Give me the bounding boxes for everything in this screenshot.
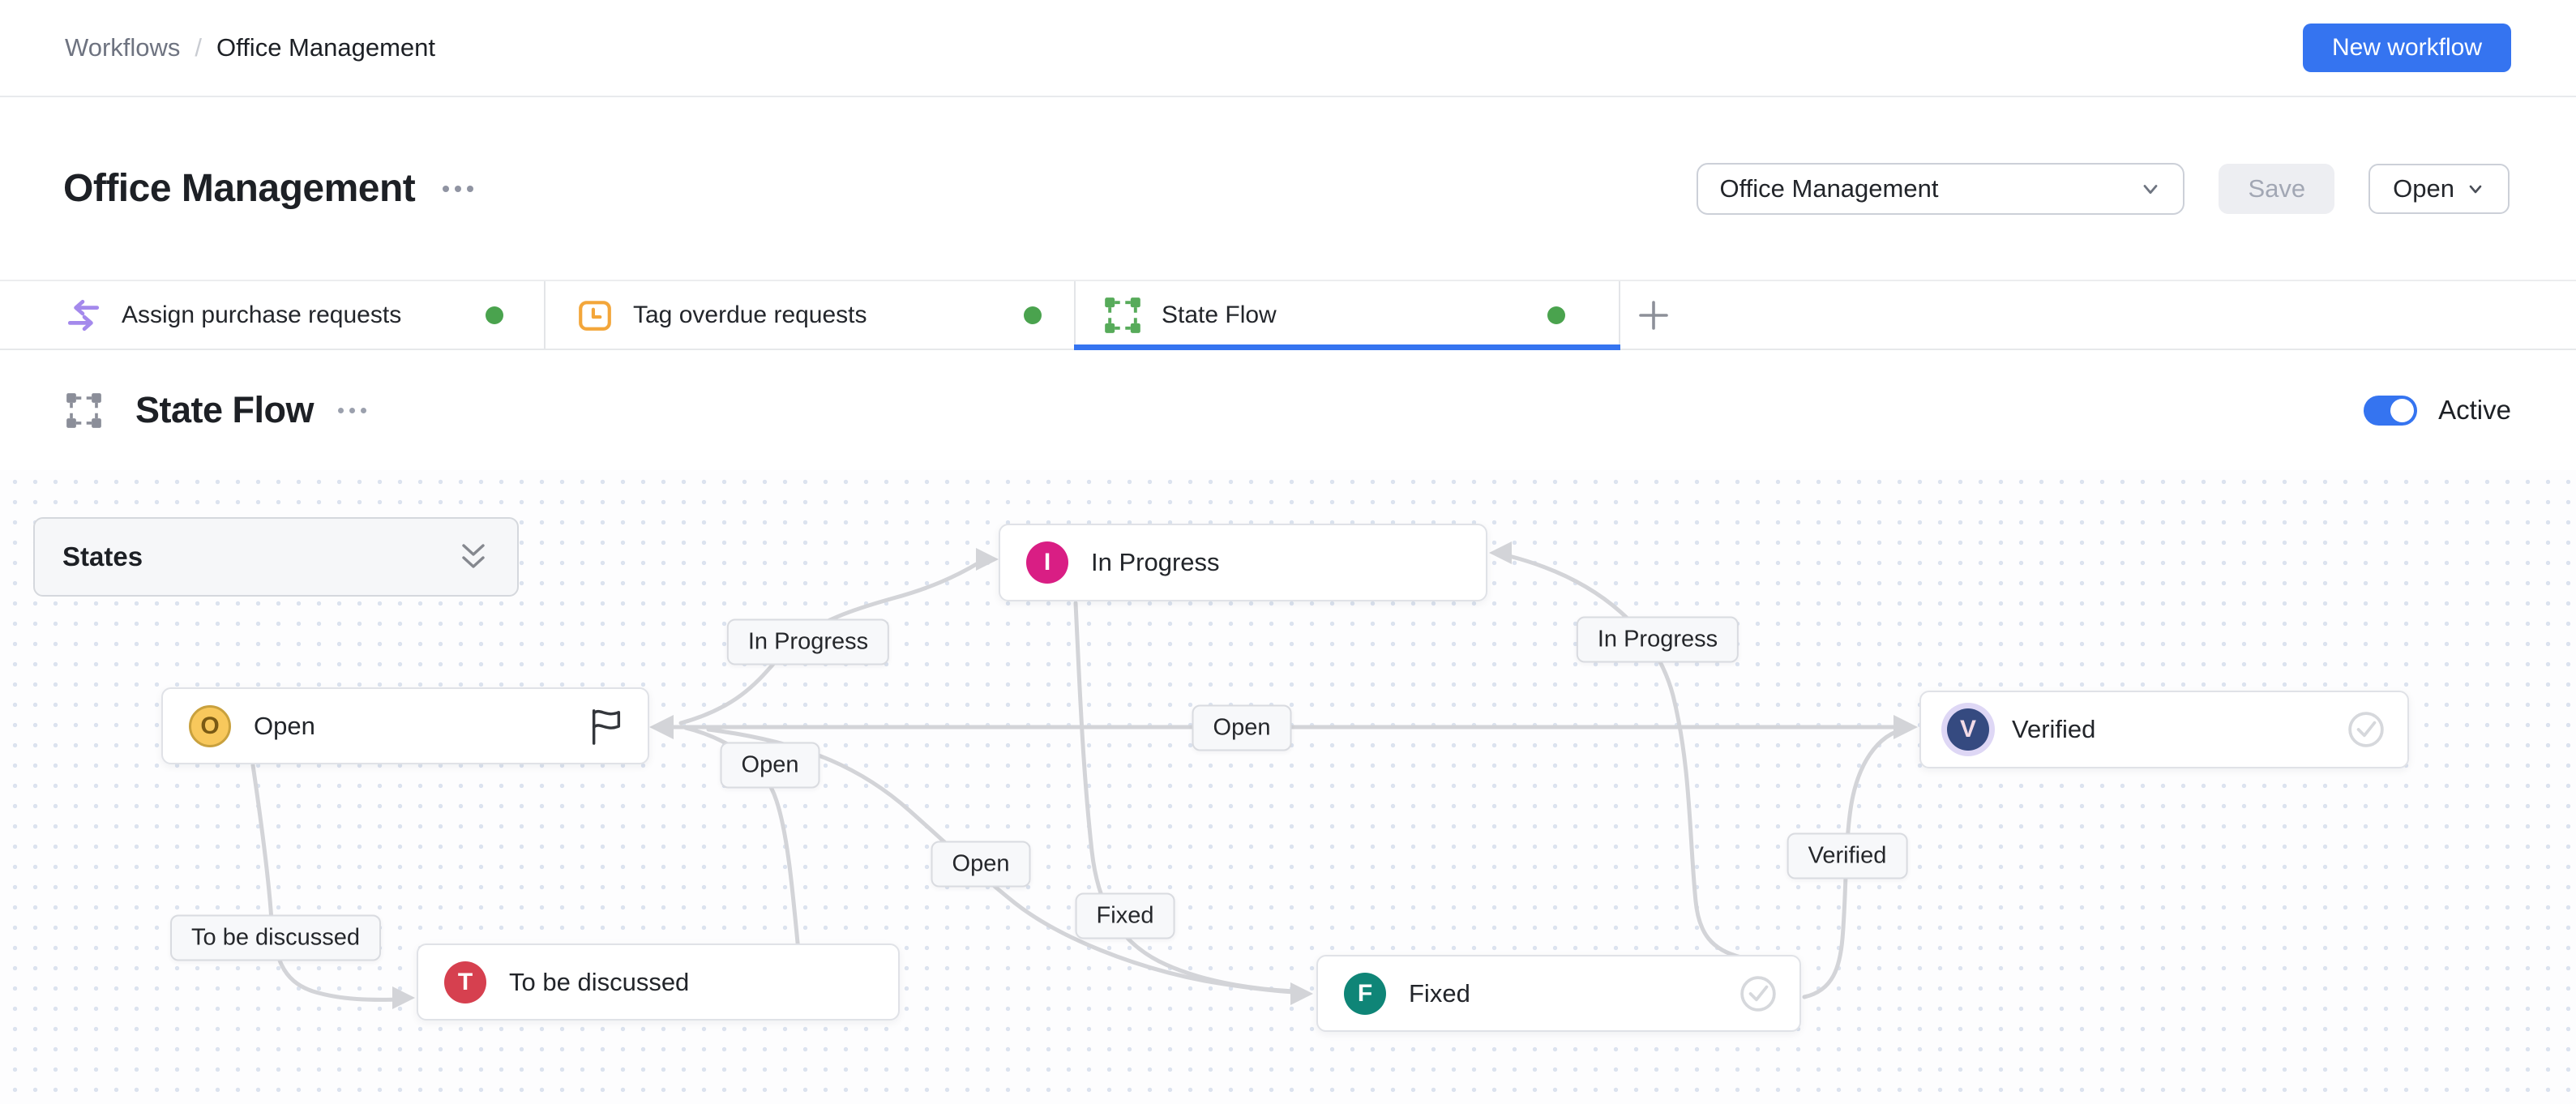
arrowhead-into-open xyxy=(649,715,674,739)
state-color-icon: T xyxy=(444,961,486,1003)
state-color-icon: O xyxy=(189,704,231,747)
open-button-label: Open xyxy=(2393,173,2454,203)
arrowhead-into-to-be-discussed xyxy=(392,986,415,1009)
double-chevron-down-icon xyxy=(462,544,485,568)
save-button[interactable]: Save xyxy=(2219,163,2335,214)
states-panel-label: States xyxy=(62,541,143,571)
transition-label[interactable]: Open xyxy=(931,841,1031,888)
resolved-check-icon xyxy=(2348,712,2384,747)
edge-open-to-to-be-discussed xyxy=(250,763,404,1002)
workflow-title-row: Office Management Office Management Save… xyxy=(0,97,2576,280)
transition-label[interactable]: Verified xyxy=(1787,832,1908,879)
active-toggle-label: Active xyxy=(2438,395,2511,425)
states-panel[interactable]: States xyxy=(33,517,519,597)
breadcrumb-current: Office Management xyxy=(216,33,435,62)
tab-label: Tag overdue requests xyxy=(633,301,867,328)
state-color-icon: I xyxy=(1026,541,1068,584)
project-selector[interactable]: Office Management xyxy=(1697,162,2185,215)
tab-tag-overdue-requests[interactable]: Tag overdue requests xyxy=(546,281,1076,349)
arrowhead-into-fixed xyxy=(1290,982,1313,1005)
tab-state-flow[interactable]: State Flow xyxy=(1074,281,1620,350)
state-node-fixed[interactable]: F Fixed xyxy=(1316,955,1801,1032)
state-node-label: To be discussed xyxy=(509,967,690,996)
state-node-label: Verified xyxy=(2012,715,2096,743)
breadcrumb: Workflows / Office Management xyxy=(65,33,435,62)
breadcrumb-separator: / xyxy=(195,33,203,62)
state-machine-icon xyxy=(1105,297,1140,333)
workflow-menu-button[interactable] xyxy=(443,185,474,192)
state-flow-canvas[interactable]: States I In Progress O Open V Verified T To be … xyxy=(0,470,2576,1104)
rule-tabs: Assign purchase requests Tag overdue req… xyxy=(0,280,2576,350)
state-node-open[interactable]: O Open xyxy=(161,687,649,764)
resolved-state-check xyxy=(1739,975,1777,1012)
resolved-state-check xyxy=(2347,711,2385,748)
open-button[interactable]: Open xyxy=(2368,163,2510,214)
rule-header: State Flow Active xyxy=(0,350,2576,470)
transition-label[interactable]: In Progress xyxy=(726,618,890,665)
swap-arrows-icon xyxy=(67,299,100,331)
transition-label[interactable]: Fixed xyxy=(1075,892,1175,939)
active-toggle[interactable] xyxy=(2364,395,2418,426)
breadcrumb-workflows-link[interactable]: Workflows xyxy=(65,33,181,62)
flag-icon xyxy=(592,708,621,745)
transition-label[interactable]: In Progress xyxy=(1576,616,1739,663)
state-color-icon: V xyxy=(1947,708,1989,751)
tab-status-dot xyxy=(486,306,503,324)
page-title: Office Management xyxy=(63,167,416,210)
plus-icon xyxy=(1639,300,1668,330)
top-bar: Workflows / Office Management New workfl… xyxy=(0,0,2576,97)
state-node-label: Open xyxy=(254,711,315,740)
state-node-verified[interactable]: V Verified xyxy=(1919,691,2409,768)
resolved-check-icon xyxy=(1740,975,1776,1012)
tab-status-dot xyxy=(1024,306,1042,324)
transition-label[interactable]: To be discussed xyxy=(170,914,381,961)
add-rule-tab-button[interactable] xyxy=(1620,281,1687,349)
tab-status-dot xyxy=(1547,306,1565,324)
tab-label: State Flow xyxy=(1162,301,1277,328)
state-node-to-be-discussed[interactable]: T To be discussed xyxy=(417,944,900,1021)
rule-title: State Flow xyxy=(135,389,315,430)
tab-assign-purchase-requests[interactable]: Assign purchase requests xyxy=(0,281,546,349)
arrowhead-into-in-progress-left xyxy=(976,548,999,571)
toggle-knob xyxy=(2390,398,2415,422)
state-node-label: In Progress xyxy=(1091,548,1220,576)
transition-label[interactable]: Open xyxy=(1192,704,1292,751)
active-tab-indicator xyxy=(1074,344,1620,350)
tab-label: Assign purchase requests xyxy=(122,301,402,328)
state-node-in-progress[interactable]: I In Progress xyxy=(999,524,1487,601)
state-machine-icon xyxy=(66,392,101,428)
state-node-label: Fixed xyxy=(1409,978,1470,1008)
initial-state-flag xyxy=(588,704,625,748)
chevron-down-icon xyxy=(2469,185,2482,193)
rule-menu-button[interactable] xyxy=(338,407,367,413)
chevron-down-icon xyxy=(2144,184,2158,194)
state-color-icon: F xyxy=(1344,972,1386,1015)
project-selector-value: Office Management xyxy=(1719,173,1939,203)
arrowhead-into-in-progress-right xyxy=(1489,541,1512,564)
arrowhead-into-verified xyxy=(1893,715,1918,739)
clock-icon xyxy=(579,300,611,331)
transition-label[interactable]: Open xyxy=(720,742,820,789)
new-workflow-button[interactable]: New workflow xyxy=(2302,24,2511,72)
